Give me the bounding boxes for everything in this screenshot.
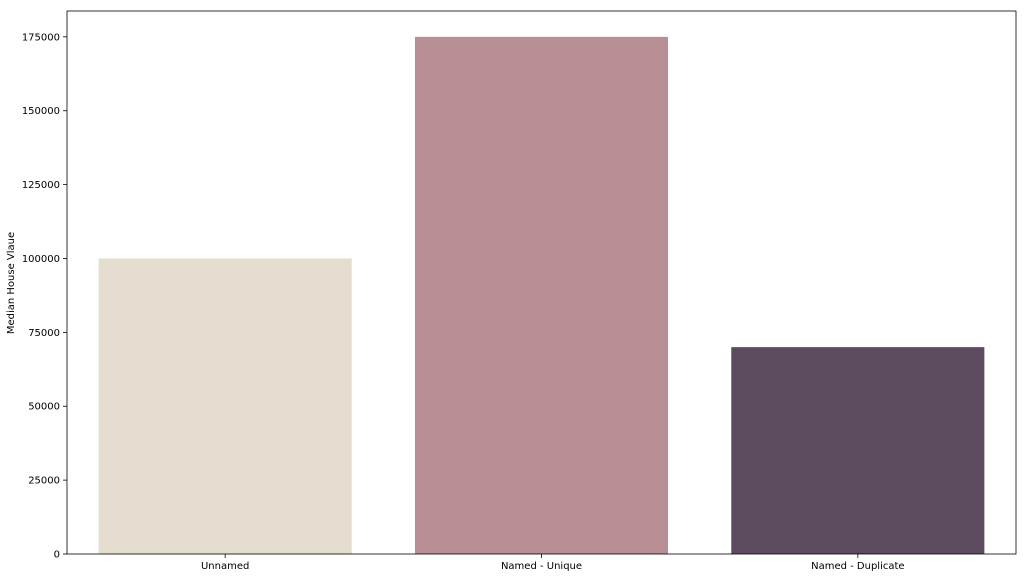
x-tick-label: Named - Unique bbox=[501, 561, 582, 572]
bar-named-duplicate bbox=[731, 347, 985, 554]
bars-group bbox=[98, 36, 985, 555]
y-tick-label: 100000 bbox=[22, 254, 60, 265]
x-tick-label: Unnamed bbox=[201, 561, 249, 572]
y-tick-label: 75000 bbox=[28, 328, 60, 339]
x-axis-ticks: Unnamed Named - Unique Named - Duplicate bbox=[201, 554, 905, 572]
x-tick-label: Named - Duplicate bbox=[811, 561, 904, 572]
y-tick-label: 175000 bbox=[22, 32, 60, 43]
plot-frame bbox=[66, 10, 1017, 555]
bar-named-unique bbox=[414, 36, 669, 555]
y-tick-label: 150000 bbox=[22, 106, 60, 117]
bar-unnamed bbox=[98, 258, 352, 554]
y-axis-ticks: 0 25000 50000 75000 100000 125000 150000 175000 bbox=[22, 32, 67, 561]
y-tick-label: 50000 bbox=[28, 402, 60, 413]
y-tick-label: 0 bbox=[54, 550, 60, 561]
y-axis-label: Median House Vlaue bbox=[6, 232, 17, 334]
y-tick-label: 125000 bbox=[22, 180, 60, 191]
y-tick-label: 25000 bbox=[28, 476, 60, 487]
